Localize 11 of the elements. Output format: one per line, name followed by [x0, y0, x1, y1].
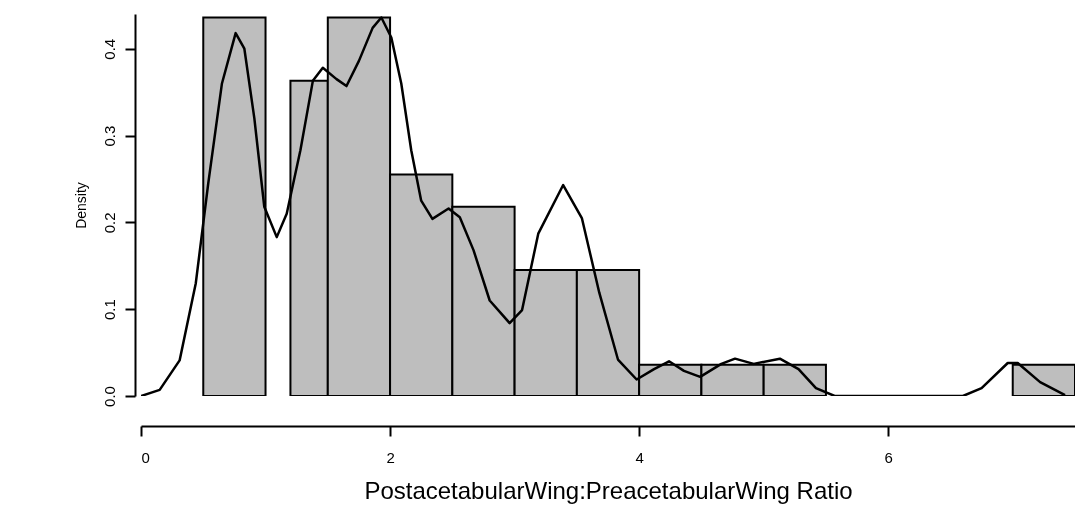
x-axis-title: PostacetabularWing:PreacetabularWing Ratio	[364, 476, 853, 504]
y-tick-label: 0.2	[100, 212, 118, 234]
y-tick-label: 0.3	[100, 125, 118, 147]
x-tick-label: 0	[141, 448, 150, 466]
x-tick-label: 6	[884, 448, 893, 466]
y-axis-title: Density	[72, 182, 89, 229]
y-tick-label: 0.0	[100, 386, 118, 407]
x-tick-label: 2	[386, 448, 395, 466]
y-tick-label: 0.4	[100, 38, 118, 60]
x-tick-label: 4	[635, 448, 644, 466]
y-tick-label: 0.1	[100, 299, 118, 321]
